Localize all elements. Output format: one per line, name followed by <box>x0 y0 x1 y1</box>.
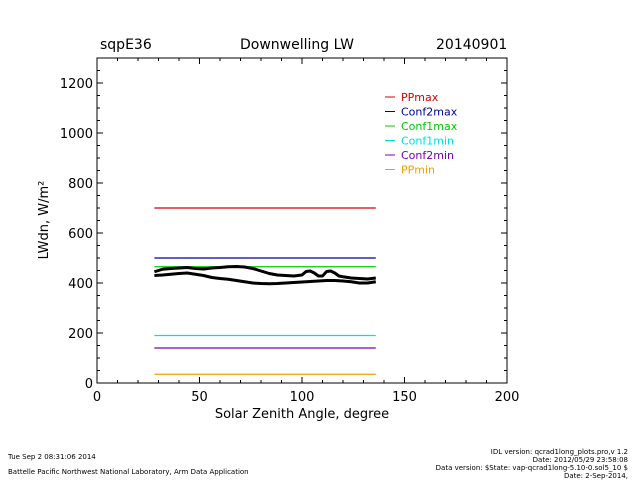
footer-file-date: Date: 2012/05/29 23:58:08 <box>532 456 628 464</box>
legend-label-conf2min: Conf2min <box>401 149 454 162</box>
x-tick-label: 0 <box>93 390 101 405</box>
y-tick-label: 1200 <box>60 77 93 92</box>
y-tick-label: 600 <box>68 227 93 242</box>
legend-label-conf1min: Conf1min <box>401 135 454 148</box>
footer-run-date: Date: 2-Sep-2014, <box>563 472 628 480</box>
x-tick-label: 150 <box>392 390 417 405</box>
y-tick-label: 800 <box>68 177 93 192</box>
y-axis-label: LWdn, W/m² <box>37 181 52 260</box>
chart-title: Downwelling LW <box>240 37 354 53</box>
footer-idl-version: IDL version: qcrad1long_plots.pro,v 1.2 <box>490 448 628 456</box>
y-tick-label: 400 <box>68 277 93 292</box>
y-tick-label: 0 <box>85 377 93 392</box>
footer-timestamp: Tue Sep 2 08:31:06 2014 <box>8 453 96 461</box>
x-tick-label: 100 <box>290 390 315 405</box>
x-axis-label: Solar Zenith Angle, degree <box>215 407 389 422</box>
site-label: sqpE36 <box>100 37 152 53</box>
date-label: 20140901 <box>436 37 508 53</box>
x-tick-label: 50 <box>191 390 208 405</box>
legend-label-conf2max: Conf2max <box>401 106 458 119</box>
y-tick-labels: 0 200 400 600 800 1000 1200 <box>60 77 93 392</box>
observation-lwdn-upper <box>153 265 376 281</box>
series-layer <box>154 207 376 375</box>
legend-label-ppmin: PPmin <box>401 164 435 177</box>
footer-lab: Battelle Pacific Northwest National Labo… <box>8 468 249 476</box>
plot-frame <box>96 57 508 384</box>
footer-data-version: Data version: $State: vap-qcrad1long-5.1… <box>435 464 628 472</box>
legend-label-ppmax: PPmax <box>401 91 439 104</box>
x-tick-labels: 0 50 100 150 200 <box>93 390 520 405</box>
x-tick-label: 200 <box>495 390 520 405</box>
y-tick-label: 200 <box>68 327 93 342</box>
y-tick-label: 1000 <box>60 127 93 142</box>
legend-label-conf1max: Conf1max <box>401 120 458 133</box>
observation-lwdn-lower <box>154 271 377 286</box>
observation-layer <box>153 265 377 286</box>
